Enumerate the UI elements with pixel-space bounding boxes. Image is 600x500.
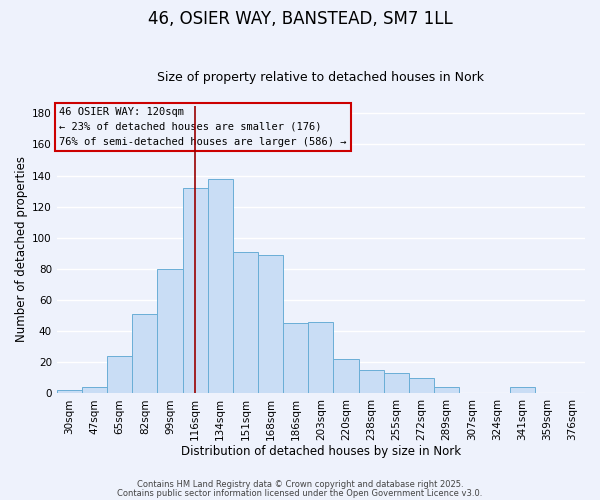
Text: Contains HM Land Registry data © Crown copyright and database right 2025.: Contains HM Land Registry data © Crown c…	[137, 480, 463, 489]
Bar	[132, 314, 157, 394]
X-axis label: Distribution of detached houses by size in Nork: Distribution of detached houses by size …	[181, 444, 461, 458]
Y-axis label: Number of detached properties: Number of detached properties	[15, 156, 28, 342]
Bar	[107, 356, 132, 394]
Bar	[359, 370, 384, 394]
Bar	[233, 252, 258, 394]
Bar	[509, 387, 535, 394]
Bar	[57, 390, 82, 394]
Text: 46 OSIER WAY: 120sqm
← 23% of detached houses are smaller (176)
76% of semi-deta: 46 OSIER WAY: 120sqm ← 23% of detached h…	[59, 107, 347, 146]
Text: 46, OSIER WAY, BANSTEAD, SM7 1LL: 46, OSIER WAY, BANSTEAD, SM7 1LL	[148, 10, 452, 28]
Text: Contains public sector information licensed under the Open Government Licence v3: Contains public sector information licen…	[118, 489, 482, 498]
Bar	[82, 387, 107, 394]
Bar	[283, 324, 308, 394]
Bar	[308, 322, 334, 394]
Bar	[157, 269, 182, 394]
Bar	[384, 373, 409, 394]
Bar	[409, 378, 434, 394]
Bar	[334, 359, 359, 394]
Bar	[208, 178, 233, 394]
Bar	[258, 255, 283, 394]
Title: Size of property relative to detached houses in Nork: Size of property relative to detached ho…	[157, 70, 484, 84]
Bar	[434, 387, 459, 394]
Bar	[182, 188, 208, 394]
